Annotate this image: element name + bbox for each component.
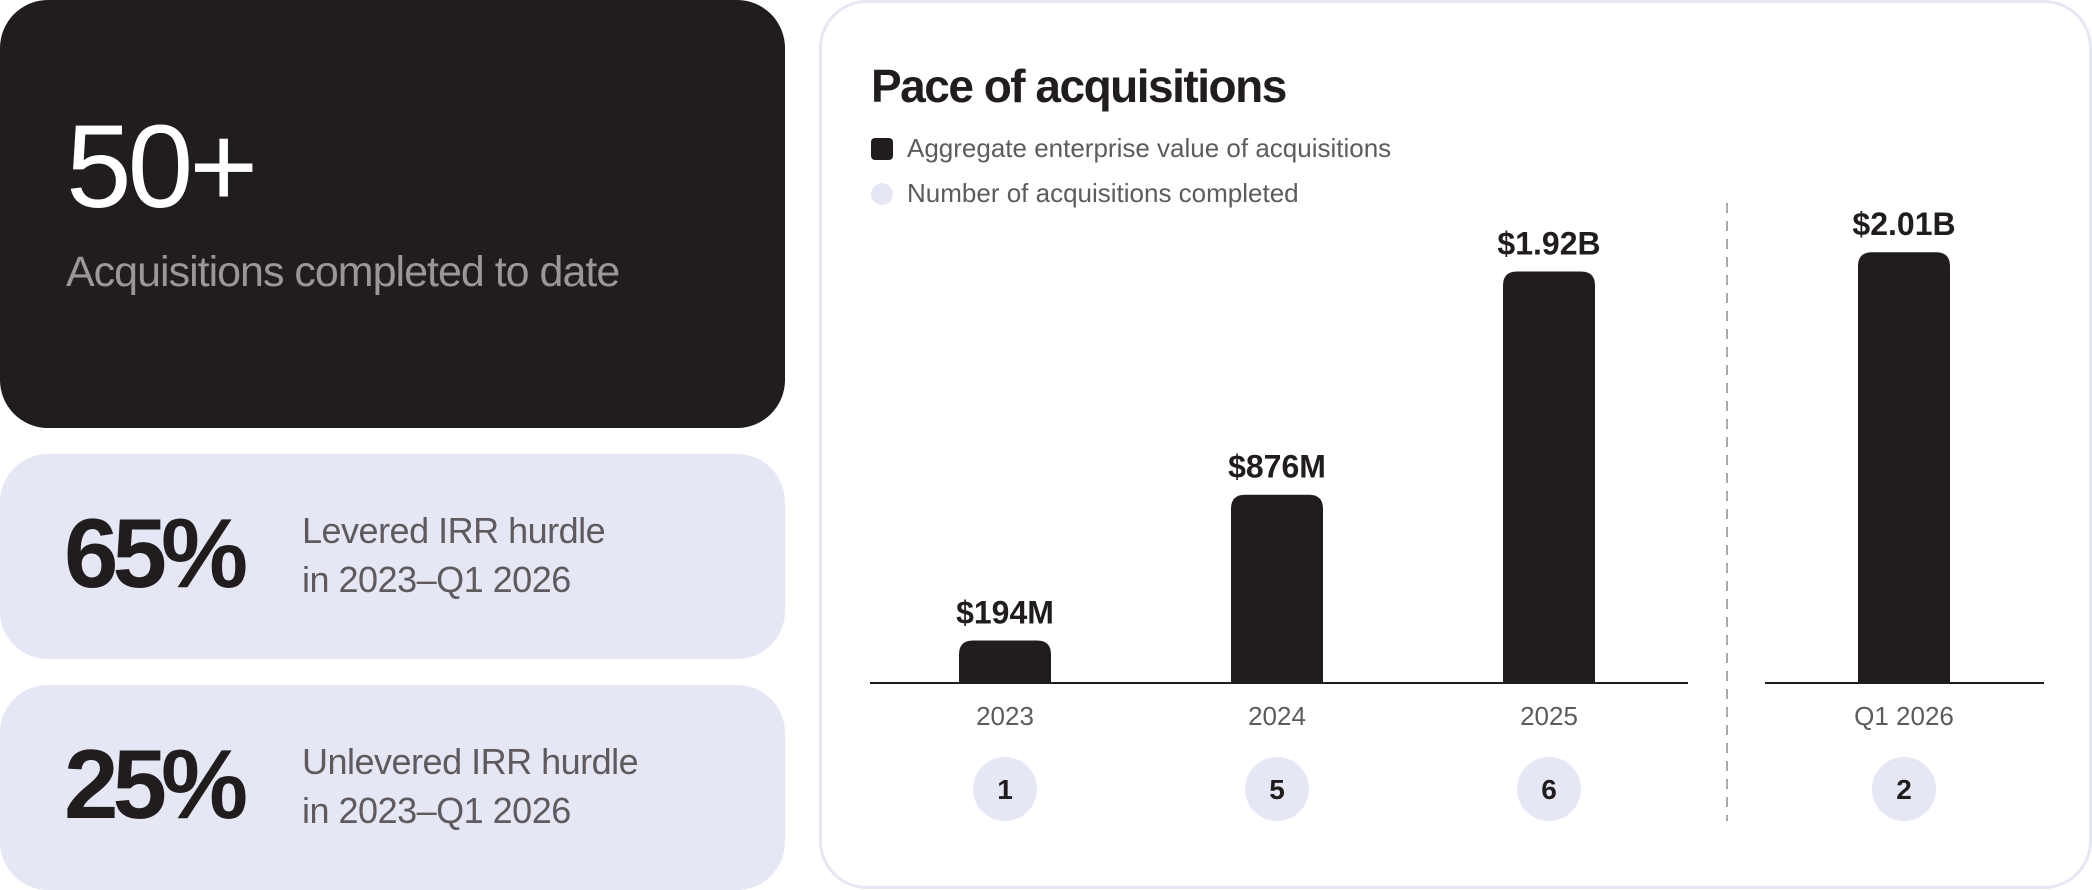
- unlevered-irr-line2: in 2023–Q1 2026: [302, 790, 571, 831]
- unlevered-irr-description: Unlevered IRR hurdle in 2023–Q1 2026: [302, 737, 639, 835]
- levered-irr-card: 65% Levered IRR hurdle in 2023–Q1 2026: [0, 454, 785, 659]
- legend-circle-icon: [871, 182, 893, 205]
- count-label-3: 2: [1896, 774, 1912, 805]
- legend-square-icon: [871, 137, 893, 160]
- acquisitions-label: Acquisitions completed to date: [66, 248, 620, 296]
- x-tick-label-1: 2024: [1248, 701, 1306, 731]
- acquisitions-count: 50+: [66, 101, 258, 233]
- unlevered-irr-value: 25%: [64, 729, 248, 839]
- count-bubble-2: [1517, 757, 1581, 821]
- count-bubble-1: [1245, 757, 1309, 821]
- count-label-0: 1: [997, 774, 1013, 805]
- count-bubble-3: [1872, 757, 1936, 821]
- bar-2: [1503, 271, 1595, 682]
- unlevered-irr-card: 25% Unlevered IRR hurdle in 2023–Q1 2026: [0, 685, 785, 890]
- levered-irr-description: Levered IRR hurdle in 2023–Q1 2026: [302, 506, 606, 604]
- bar-value-label-2: $1.92B: [1497, 225, 1600, 261]
- chart-title: Pace of acquisitions: [871, 60, 1287, 112]
- bar-1: [1231, 494, 1323, 682]
- x-tick-label-3: Q1 2026: [1854, 701, 1954, 731]
- levered-irr-value: 65%: [64, 498, 248, 608]
- levered-irr-line1: Levered IRR hurdle: [302, 510, 606, 551]
- x-tick-label-2: 2025: [1520, 701, 1578, 731]
- levered-irr-line2: in 2023–Q1 2026: [302, 559, 571, 600]
- count-bubble-0: [973, 757, 1037, 821]
- acquisitions-card: 50+ Acquisitions completed to date: [0, 0, 785, 428]
- legend-enterprise-value: Aggregate enterprise value of acquisitio…: [871, 133, 1391, 164]
- legend-acquisition-count: Number of acquisitions completed: [871, 178, 1299, 209]
- legend-acquisition-count-label: Number of acquisitions completed: [907, 178, 1299, 208]
- legend-enterprise-value-label: Aggregate enterprise value of acquisitio…: [907, 133, 1392, 163]
- bar-value-label-3: $2.01B: [1852, 206, 1955, 242]
- bar-value-label-0: $194M: [956, 595, 1054, 631]
- unlevered-irr-line1: Unlevered IRR hurdle: [302, 741, 639, 782]
- x-tick-label-0: 2023: [976, 701, 1034, 731]
- bar-0: [959, 640, 1051, 682]
- count-label-2: 6: [1541, 774, 1557, 805]
- chart-card: Pace of acquisitions Aggregate enterpris…: [819, 0, 2092, 889]
- bar-value-label-1: $876M: [1228, 449, 1326, 485]
- count-label-1: 5: [1269, 774, 1285, 805]
- bar-chart: $194M 2023 1 $876M 2024 5 $1.92B 2025 6 $2.01B Q1 …: [870, 203, 2044, 821]
- bar-3: [1858, 252, 1950, 682]
